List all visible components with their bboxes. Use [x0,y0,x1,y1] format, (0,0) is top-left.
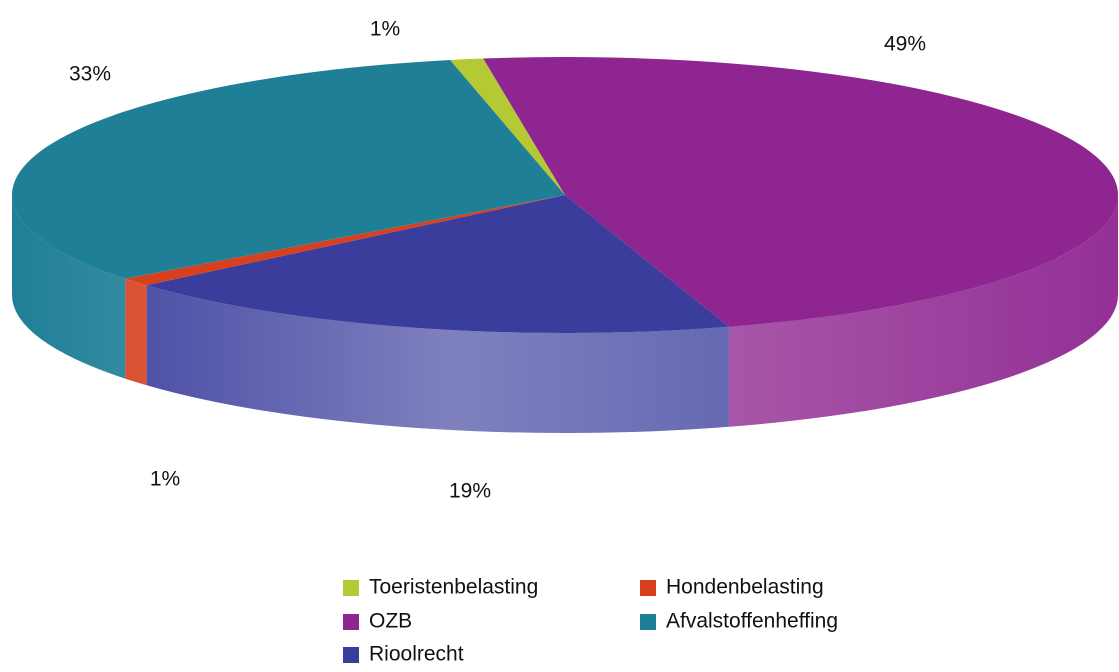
pie-slice [125,195,565,286]
pie-slice [450,58,565,195]
legend-label: Hondenbelasting [666,576,824,599]
data-label: 1% [370,18,400,41]
pie-slice [483,56,1119,327]
pie-slice [11,60,565,279]
legend-swatch [343,647,359,663]
legend-label: Afvalstoffenheffing [666,610,838,633]
legend-swatch [343,614,359,630]
pie-tops [11,56,1119,333]
legend-label: Rioolrecht [369,643,464,666]
data-label: 33% [69,63,111,86]
legend: Toeristenbelasting OZB Rioolrecht Hondenbel… [343,576,838,666]
data-label: 1% [150,468,180,491]
pie-slice [146,195,729,333]
side-shine [12,195,1118,433]
labels: 1% 49% 19% 1% 33% [69,18,926,503]
legend-swatch [343,580,359,596]
legend-label: OZB [369,610,412,633]
data-label: 19% [449,480,491,503]
legend-swatch [640,580,656,596]
legend-swatch [640,614,656,630]
data-label: 49% [884,33,926,56]
legend-label: Toeristenbelasting [369,576,538,599]
pie-sides [11,195,1118,433]
